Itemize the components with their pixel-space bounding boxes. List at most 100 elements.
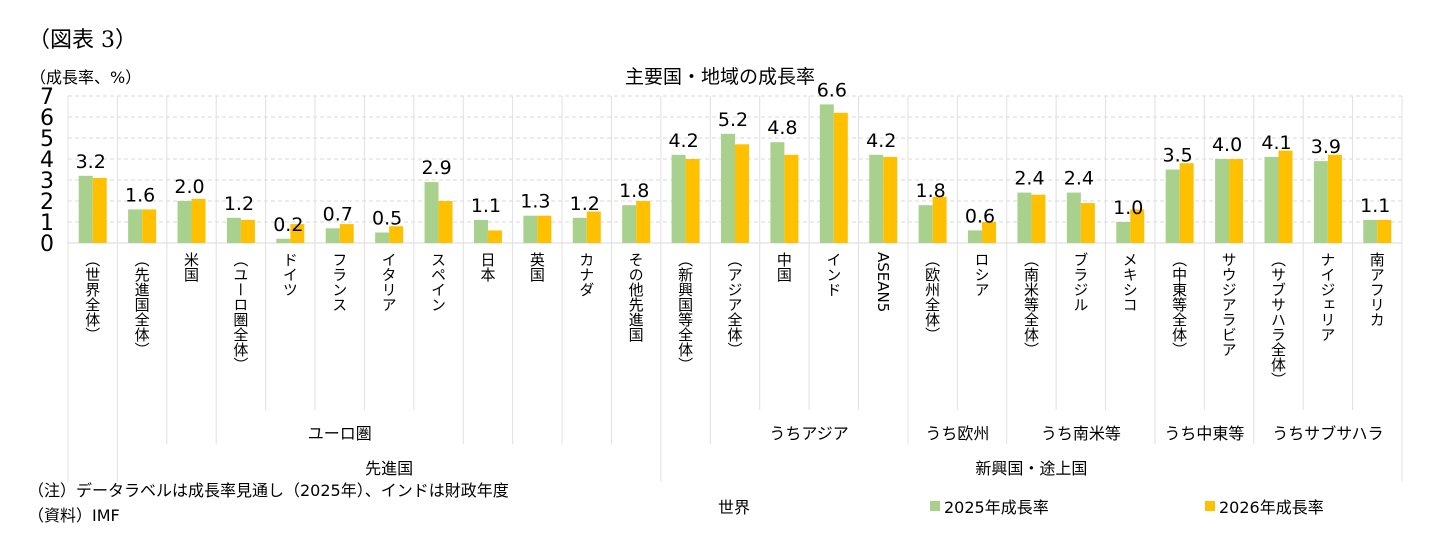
chart-title: 主要国・地域の成長率 xyxy=(624,66,815,88)
category-label: イタリア xyxy=(379,252,398,312)
data-label: 4.8 xyxy=(767,117,797,139)
legend-label-2025: 2025年成長率 xyxy=(944,498,1049,517)
group-label: 新興国・途上国 xyxy=(975,459,1088,478)
category-label: メキシコ xyxy=(1120,252,1139,312)
data-label: 2.4 xyxy=(1064,168,1094,190)
bar-2026 xyxy=(1031,194,1046,243)
data-label: 1.3 xyxy=(520,191,550,213)
category-label: カナダ xyxy=(577,252,596,297)
data-label: 1.1 xyxy=(471,195,501,217)
y-tick-label: 3 xyxy=(40,169,54,194)
bar-2026 xyxy=(1130,209,1145,243)
bar-2026 xyxy=(833,112,848,243)
bar-2026 xyxy=(92,177,107,243)
bar-2026 xyxy=(438,201,453,243)
category-label: （中東等全体） xyxy=(1170,252,1189,357)
data-label: 1.1 xyxy=(1360,195,1390,217)
bar-2026 xyxy=(636,201,651,243)
category-label: サウジアラビア xyxy=(1219,252,1238,357)
bar-2025 xyxy=(721,133,735,243)
bar-2026 xyxy=(982,222,997,243)
bar-2025 xyxy=(770,142,785,243)
data-label: 1.8 xyxy=(619,180,649,202)
data-label: 3.5 xyxy=(1163,145,1193,167)
data-label: 0.5 xyxy=(372,208,402,230)
bar-2026 xyxy=(735,144,749,243)
group-label-world: 世界 xyxy=(718,498,751,517)
data-label: 1.6 xyxy=(125,184,155,206)
y-tick-label: 6 xyxy=(40,106,54,131)
category-label: （南米等全体） xyxy=(1021,252,1040,357)
data-label: 6.6 xyxy=(817,79,847,101)
data-label: 4.1 xyxy=(1261,132,1291,154)
category-label: ナイジェリア xyxy=(1318,252,1337,342)
category-label: （新興国等全体） xyxy=(676,252,695,372)
category-label: （先進国全体） xyxy=(132,252,151,357)
legend-swatch-2025 xyxy=(930,501,940,511)
bar-2025 xyxy=(918,205,933,243)
bar-2026 xyxy=(487,230,502,243)
data-label: 2.4 xyxy=(1014,168,1044,190)
category-label: インド xyxy=(824,252,843,297)
bar-2026 xyxy=(1377,219,1392,243)
y-tick-label: 1 xyxy=(40,211,54,236)
category-label: ドイツ xyxy=(280,252,299,297)
bar-2026 xyxy=(1327,154,1342,243)
bar-2026 xyxy=(784,154,799,243)
data-label: 1.8 xyxy=(916,180,946,202)
bar-2026 xyxy=(142,209,157,243)
bar-2025 xyxy=(1363,219,1378,243)
bar-2025 xyxy=(473,219,488,243)
bar-2026 xyxy=(290,224,305,243)
bar-2025 xyxy=(523,215,538,243)
bar-2026 xyxy=(339,224,354,243)
group-label: うちアジア xyxy=(769,424,849,443)
data-label: 1.0 xyxy=(1113,197,1143,219)
legend-item-2026: 2026年成長率 xyxy=(1205,494,1324,518)
bar-2026 xyxy=(1080,203,1095,243)
bar-2025 xyxy=(1165,169,1180,243)
bar-2026 xyxy=(537,215,552,243)
group-label: うち南米等 xyxy=(1040,424,1121,443)
bar-2026 xyxy=(389,226,404,243)
group-label: ユーロ圏 xyxy=(307,424,372,443)
bar-2025 xyxy=(128,209,143,243)
data-label: 4.2 xyxy=(866,130,896,152)
bar-2025 xyxy=(78,175,93,243)
y-tick-label: 5 xyxy=(40,127,54,152)
category-label: ロシア xyxy=(972,252,991,297)
bar-2026 xyxy=(685,159,700,243)
data-label: 4.2 xyxy=(668,130,698,152)
category-label: ブラジル xyxy=(1071,252,1090,312)
category-label: 日本 xyxy=(478,252,497,282)
category-label: 南アフリカ xyxy=(1367,252,1386,327)
bar-2025 xyxy=(1313,161,1328,243)
category-label: （世界全体） xyxy=(83,252,102,342)
bar-2026 xyxy=(1179,163,1194,243)
category-label: 英国 xyxy=(527,252,546,282)
bar-2025 xyxy=(177,201,192,243)
data-label: 1.2 xyxy=(224,193,254,215)
bar-2026 xyxy=(191,198,206,243)
bar-2025 xyxy=(276,238,291,243)
bar-2025 xyxy=(325,228,340,243)
bar-2025 xyxy=(572,217,587,243)
group-label: うちサブサハラ xyxy=(1272,424,1384,443)
data-label: 2.9 xyxy=(421,157,451,179)
bar-2025 xyxy=(1116,222,1131,243)
data-label: 0.2 xyxy=(273,214,303,236)
data-label: 2.0 xyxy=(174,176,204,198)
data-label: 4.0 xyxy=(1212,134,1242,156)
data-label: 5.2 xyxy=(718,109,748,131)
bar-2025 xyxy=(1017,192,1032,243)
bar-2025 xyxy=(819,104,834,244)
note: （注）データラベルは成長率見通し（2025年）、インドは財政年度 xyxy=(28,481,509,500)
bar-2025 xyxy=(375,232,390,243)
bar-2025 xyxy=(1264,156,1279,243)
data-label: 0.7 xyxy=(323,203,353,225)
category-label: （欧州全体） xyxy=(923,252,942,342)
group-label: 先進国 xyxy=(365,459,414,478)
source: （資料）IMF xyxy=(28,506,120,525)
legend-label-2026: 2026年成長率 xyxy=(1219,498,1324,517)
